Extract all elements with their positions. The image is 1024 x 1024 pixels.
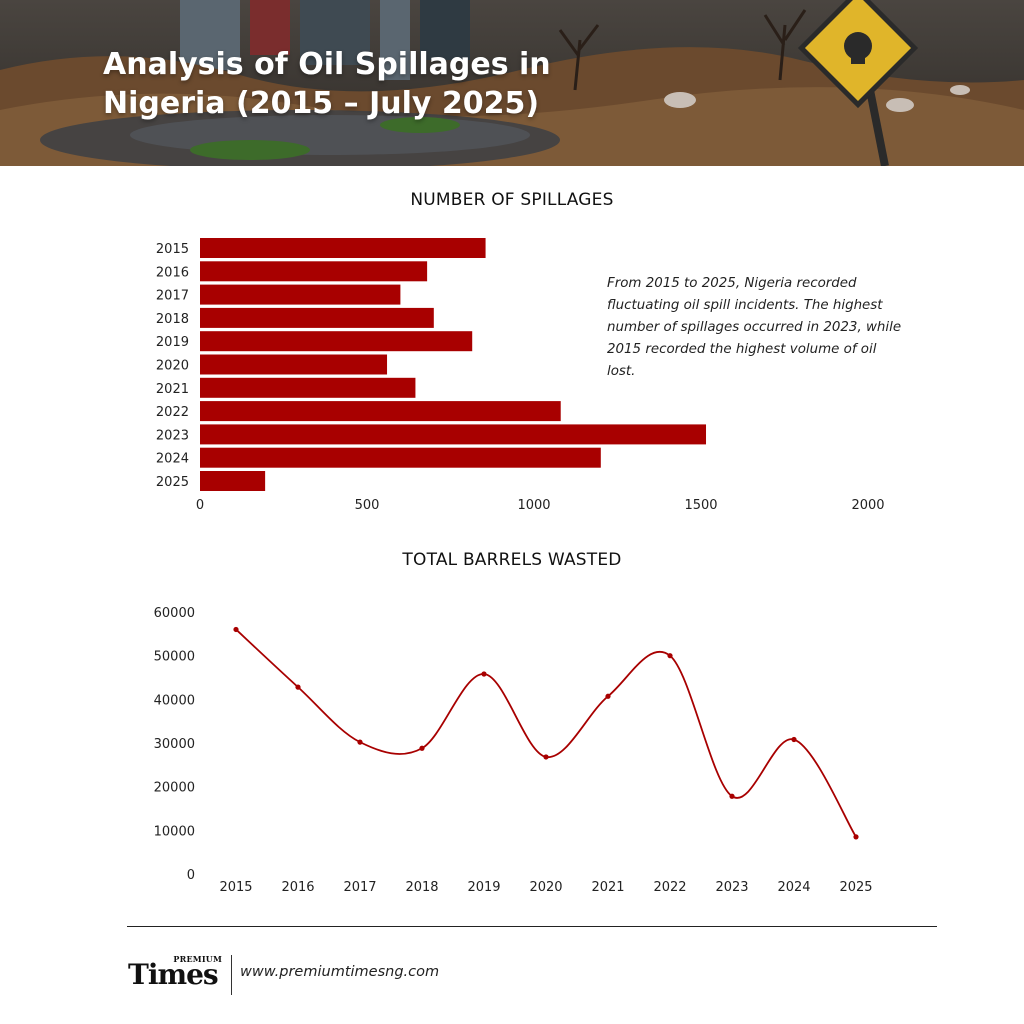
data-point-2022: [667, 653, 673, 659]
premium-times-logo: PREMIUM Times: [128, 952, 228, 994]
chart-description: From 2015 to 2025, Nigeria recorded fluc…: [607, 276, 902, 379]
website-link[interactable]: www.premiumtimesng.com: [240, 964, 440, 980]
y-tick-label: 50000: [154, 650, 195, 665]
bar-2023: [200, 424, 707, 445]
bar-category-label: 2019: [156, 335, 189, 350]
spillages-bar-chart: 2015 2016 2017 2018 2019 2020 2021 2022 2023 2024…: [156, 238, 885, 513]
footer-divider-line: [127, 926, 937, 927]
bar-category-label: 2021: [156, 382, 189, 397]
logo-name-text: Times: [128, 958, 219, 991]
bar-category-label: 2018: [156, 312, 189, 327]
data-point-2020: [543, 754, 549, 760]
data-point-2024: [791, 736, 797, 743]
bar-category-label: 2016: [156, 265, 189, 280]
x-tick-label: 2019: [467, 880, 500, 895]
series-line: [235, 628, 857, 838]
bar-2021: [200, 377, 416, 398]
bar-2025: [200, 471, 266, 491]
bar-2020: [200, 354, 388, 375]
bar-category-label: 2015: [156, 242, 189, 257]
x-tick-label: 2018: [405, 880, 438, 895]
footer-vertical-divider: [231, 955, 232, 995]
bar-2017: [200, 284, 401, 305]
y-tick-label: 40000: [154, 693, 195, 708]
y-tick-label: 0: [187, 868, 195, 883]
x-tick-label: 2015: [219, 880, 252, 895]
bar-2015: [200, 238, 486, 258]
bar-category-label: 2023: [156, 428, 189, 443]
data-point-2019: [481, 671, 487, 677]
oil-spill-illustration: [0, 0, 1024, 166]
x-tick-label: 2017: [343, 880, 376, 895]
page-title: Analysis of Oil Spillages in Nigeria (20…: [103, 47, 551, 121]
x-tick-label: 2023: [715, 880, 748, 895]
bar-category-label: 2024: [156, 452, 189, 467]
bar-chart-title: NUMBER OF SPILLAGES: [410, 190, 614, 210]
x-tick-label: 2020: [529, 880, 562, 895]
x-tick-label: 2000: [851, 498, 884, 513]
x-tick-label: 1500: [684, 498, 717, 513]
bar-category-label: 2025: [156, 475, 189, 490]
data-point-2016: [295, 684, 301, 690]
bar-2016: [200, 261, 428, 282]
data-point-2015: [233, 626, 239, 633]
y-tick-label: 10000: [154, 824, 195, 839]
y-tick-label: 60000: [154, 606, 195, 621]
header-banner: Analysis of Oil Spillages in Nigeria (20…: [0, 0, 1024, 166]
bar-2018: [200, 307, 434, 328]
x-tick-label: 500: [355, 498, 380, 513]
hazard-sign-icon: [797, 0, 919, 166]
x-tick-label: 1000: [517, 498, 550, 513]
x-tick-label: 2024: [777, 880, 810, 895]
data-point-2017: [357, 739, 363, 745]
bar-2022: [200, 401, 561, 422]
data-point-2021: [605, 693, 611, 699]
x-tick-label: 2022: [653, 880, 686, 895]
data-point-2025: [853, 834, 859, 840]
logo-premium-text: PREMIUM: [173, 954, 222, 964]
line-chart-title: TOTAL BARRELS WASTED: [402, 550, 622, 570]
x-tick-label: 2021: [591, 880, 624, 895]
data-point-2023: [729, 793, 735, 799]
bar-category-label: 2022: [156, 405, 189, 420]
y-tick-label: 30000: [154, 737, 195, 752]
bar-category-label: 2020: [156, 359, 189, 374]
y-tick-label: 20000: [154, 781, 195, 796]
x-tick-label: 2016: [281, 880, 314, 895]
data-point-2018: [419, 745, 425, 751]
x-tick-label: 2025: [839, 880, 872, 895]
barrels-line-chart: 0 10000 20000 30000 40000 50000 60000 2015 2016 2…: [154, 606, 873, 895]
bar-2024: [200, 447, 601, 468]
x-tick-label: 0: [196, 498, 204, 513]
bar-2019: [200, 331, 473, 352]
bar-category-label: 2017: [156, 289, 189, 304]
